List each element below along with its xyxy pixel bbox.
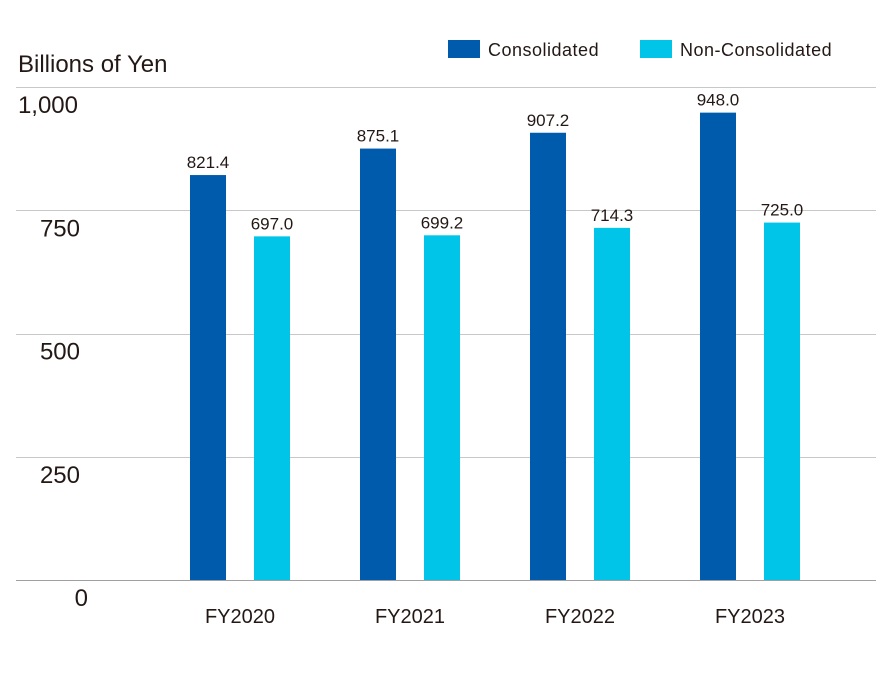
data-label: 821.4 xyxy=(187,153,230,172)
bar-consolidated xyxy=(530,132,566,580)
x-tick-label: FY2023 xyxy=(715,606,785,628)
x-tick-label: FY2020 xyxy=(205,606,275,628)
x-axis-ticks: FY2020 FY2021 FY2022 FY2023 xyxy=(205,606,785,628)
y-tick-label: 500 xyxy=(40,339,80,366)
legend-label-non-consolidated: Non-Consolidated xyxy=(680,40,832,60)
y-tick-label: 1,000 xyxy=(18,92,78,119)
bar-non-consolidated xyxy=(254,236,290,580)
y-axis-label: Billions of Yen xyxy=(18,51,167,78)
legend: Consolidated Non-Consolidated xyxy=(448,40,832,60)
legend-label-consolidated: Consolidated xyxy=(488,40,599,60)
data-label: 948.0 xyxy=(697,91,740,110)
bar-consolidated xyxy=(700,112,736,581)
bar-consolidated xyxy=(360,148,396,581)
data-label: 725.0 xyxy=(761,201,804,220)
data-labels: 821.4 697.0 875.1 699.2 907.2 714.3 948.0 725.0 xyxy=(187,91,804,234)
data-label: 875.1 xyxy=(357,127,400,146)
y-tick-label: 0 xyxy=(75,585,88,612)
data-label: 714.3 xyxy=(591,206,634,225)
data-label: 907.2 xyxy=(527,111,570,130)
y-axis-ticks: 0 250 500 750 1,000 xyxy=(18,92,88,612)
bar-consolidated xyxy=(190,175,226,580)
legend-swatch-non-consolidated xyxy=(640,40,672,58)
x-tick-label: FY2021 xyxy=(375,606,445,628)
data-label: 697.0 xyxy=(251,214,294,233)
y-tick-label: 750 xyxy=(40,215,80,242)
bars xyxy=(190,112,800,581)
bar-non-consolidated xyxy=(764,222,800,580)
legend-swatch-consolidated xyxy=(448,40,480,58)
y-tick-label: 250 xyxy=(40,462,80,489)
bar-non-consolidated xyxy=(424,235,460,580)
data-label: 699.2 xyxy=(421,213,464,232)
x-tick-label: FY2022 xyxy=(545,606,615,628)
bar-non-consolidated xyxy=(594,227,630,580)
